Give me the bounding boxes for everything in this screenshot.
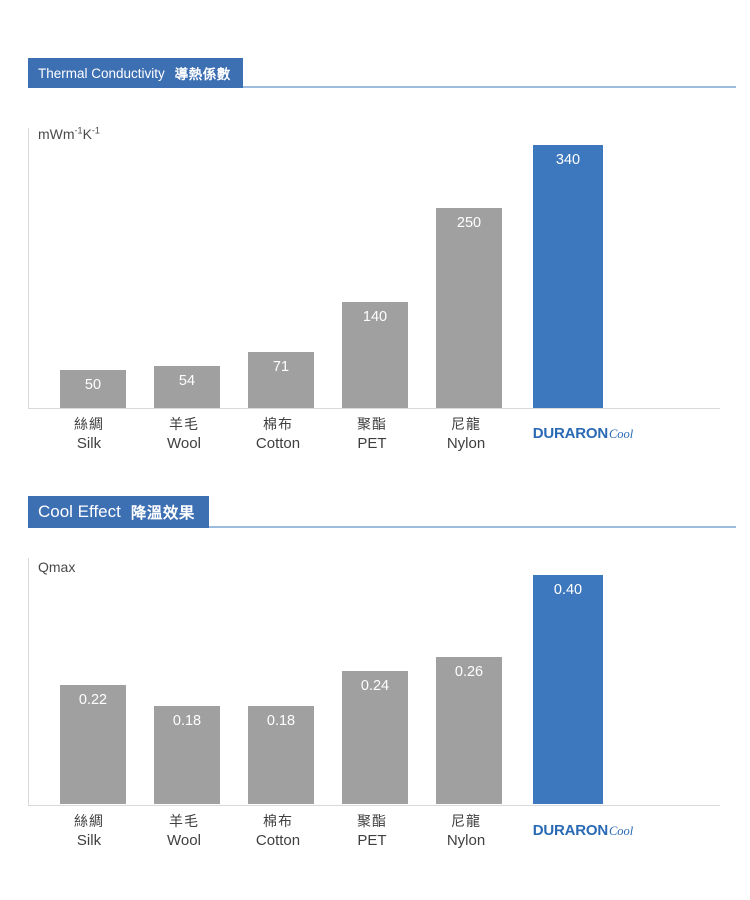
bar-thermal-duraron-cool: 340 bbox=[533, 145, 603, 408]
section-title-en-cool: Cool Effect bbox=[38, 502, 121, 521]
chart-thermal-conductivity: mWm-1K-1 50 54 71 140 250 340 bbox=[0, 120, 750, 452]
section-thermal-conductivity: Thermal Conductivity 導熱係數 bbox=[0, 54, 750, 88]
chart-cool-effect: Qmax 0.22 0.18 0.18 0.24 0.26 0.40 bbox=[0, 552, 750, 852]
x-axis-line-thermal bbox=[28, 408, 720, 409]
category-en-cotton-thermal: Cotton bbox=[255, 435, 301, 453]
section-title-banner-thermal: Thermal Conductivity 導熱係數 bbox=[28, 58, 243, 88]
bar-cool-pet: 0.24 bbox=[342, 671, 408, 804]
bar-value-cool-pet: 0.24 bbox=[360, 678, 390, 694]
category-zh-pet-cool: 聚酯 bbox=[357, 813, 387, 829]
category-en-wool-cool: Wool bbox=[167, 832, 201, 850]
category-en-silk-cool: Silk bbox=[76, 832, 102, 850]
bar-cool-silk: 0.22 bbox=[60, 685, 126, 804]
y-axis-line-thermal bbox=[28, 128, 29, 409]
brand-suffix-thermal: Cool bbox=[608, 427, 634, 441]
bar-value-thermal-silk: 50 bbox=[84, 377, 102, 393]
category-zh-cotton-cool: 棉布 bbox=[263, 813, 293, 829]
category-label-silk-cool: 絲綢 Silk bbox=[44, 813, 134, 849]
y-axis-unit-base1: mWm bbox=[38, 126, 75, 142]
category-zh-nylon-cool: 尼龍 bbox=[451, 813, 481, 829]
category-zh-pet-thermal: 聚酯 bbox=[357, 416, 387, 432]
y-axis-label-thermal: mWm-1K-1 bbox=[38, 126, 100, 142]
category-label-nylon-thermal: 尼龍 Nylon bbox=[421, 416, 511, 452]
category-en-nylon-thermal: Nylon bbox=[446, 435, 486, 453]
bar-thermal-silk: 50 bbox=[60, 370, 126, 408]
section-title-en-thermal: Thermal Conductivity bbox=[38, 65, 165, 81]
bar-cool-wool: 0.18 bbox=[154, 706, 220, 804]
x-axis-line-cool bbox=[28, 805, 720, 806]
section-title-zh-thermal: 導熱係數 bbox=[174, 67, 231, 82]
category-zh-wool-thermal: 羊毛 bbox=[169, 416, 199, 432]
section-header-thermal-conductivity: Thermal Conductivity 導熱係數 bbox=[0, 54, 750, 88]
plot-area-cool: 0.22 0.18 0.18 0.24 0.26 0.40 bbox=[28, 558, 720, 804]
category-label-duraron-cool-cool: DURARONCool bbox=[508, 813, 658, 839]
category-en-pet-thermal: PET bbox=[357, 435, 387, 453]
bar-thermal-cotton: 71 bbox=[248, 352, 314, 408]
category-zh-silk-cool: 絲綢 bbox=[74, 813, 104, 829]
brand-suffix-cool: Cool bbox=[608, 824, 634, 838]
bar-value-cool-duraron-cool: 0.40 bbox=[553, 582, 583, 598]
category-zh-nylon-thermal: 尼龍 bbox=[451, 416, 481, 432]
category-label-nylon-cool: 尼龍 Nylon bbox=[421, 813, 511, 849]
bar-value-thermal-cotton: 71 bbox=[272, 359, 290, 375]
bar-cool-duraron-cool: 0.40 bbox=[533, 575, 603, 804]
category-label-pet-cool: 聚酯 PET bbox=[327, 813, 417, 849]
category-label-wool-thermal: 羊毛 Wool bbox=[139, 416, 229, 452]
category-label-cotton-cool: 棉布 Cotton bbox=[233, 813, 323, 849]
bar-value-thermal-duraron-cool: 340 bbox=[555, 152, 581, 168]
y-axis-label-cool: Qmax bbox=[38, 559, 76, 575]
bar-value-thermal-pet: 140 bbox=[362, 309, 388, 325]
category-label-silk-thermal: 絲綢 Silk bbox=[44, 416, 134, 452]
category-label-pet-thermal: 聚酯 PET bbox=[327, 416, 417, 452]
bar-value-cool-nylon: 0.26 bbox=[454, 664, 484, 680]
bar-cool-cotton: 0.18 bbox=[248, 706, 314, 804]
y-axis-unit-sup2: -1 bbox=[91, 125, 100, 136]
header-divider-rule bbox=[28, 86, 736, 88]
brand-name-cool: DURARON bbox=[532, 822, 608, 839]
category-en-silk-thermal: Silk bbox=[76, 435, 102, 453]
section-title-banner-cool: Cool Effect 降溫效果 bbox=[28, 496, 209, 528]
brand-name-thermal: DURARON bbox=[532, 425, 608, 442]
y-axis-unit-sup1: -1 bbox=[74, 125, 83, 136]
bar-thermal-wool: 54 bbox=[154, 366, 220, 408]
category-zh-cotton-thermal: 棉布 bbox=[263, 416, 293, 432]
category-label-duraron-cool-thermal: DURARONCool bbox=[508, 416, 658, 442]
section-header-cool-effect: Cool Effect 降溫效果 bbox=[0, 494, 750, 528]
y-axis-unit-base2: K bbox=[82, 126, 92, 142]
header-divider-rule-cool bbox=[28, 526, 736, 528]
bar-thermal-nylon: 250 bbox=[436, 208, 502, 408]
category-label-wool-cool: 羊毛 Wool bbox=[139, 813, 229, 849]
section-title-zh-cool: 降溫效果 bbox=[130, 505, 195, 522]
bar-value-cool-wool: 0.18 bbox=[172, 713, 202, 729]
bar-value-thermal-wool: 54 bbox=[178, 373, 196, 389]
bar-thermal-pet: 140 bbox=[342, 302, 408, 408]
category-zh-wool-cool: 羊毛 bbox=[169, 813, 199, 829]
plot-area-thermal: 50 54 71 140 250 340 bbox=[28, 128, 720, 408]
category-label-cotton-thermal: 棉布 Cotton bbox=[233, 416, 323, 452]
brand-logo-duraron-cool-thermal: DURARONCool bbox=[533, 425, 634, 443]
section-cool-effect: Cool Effect 降溫效果 bbox=[0, 494, 750, 528]
category-zh-silk-thermal: 絲綢 bbox=[74, 416, 104, 432]
brand-logo-duraron-cool-cool: DURARONCool bbox=[533, 822, 634, 840]
category-en-pet-cool: PET bbox=[357, 832, 387, 850]
bar-cool-nylon: 0.26 bbox=[436, 657, 502, 804]
category-en-cotton-cool: Cotton bbox=[255, 832, 301, 850]
category-en-wool-thermal: Wool bbox=[167, 435, 201, 453]
bar-value-cool-cotton: 0.18 bbox=[266, 713, 296, 729]
y-axis-line-cool bbox=[28, 558, 29, 805]
category-en-nylon-cool: Nylon bbox=[446, 832, 486, 850]
bar-value-cool-silk: 0.22 bbox=[78, 692, 108, 708]
bar-value-thermal-nylon: 250 bbox=[456, 215, 482, 231]
